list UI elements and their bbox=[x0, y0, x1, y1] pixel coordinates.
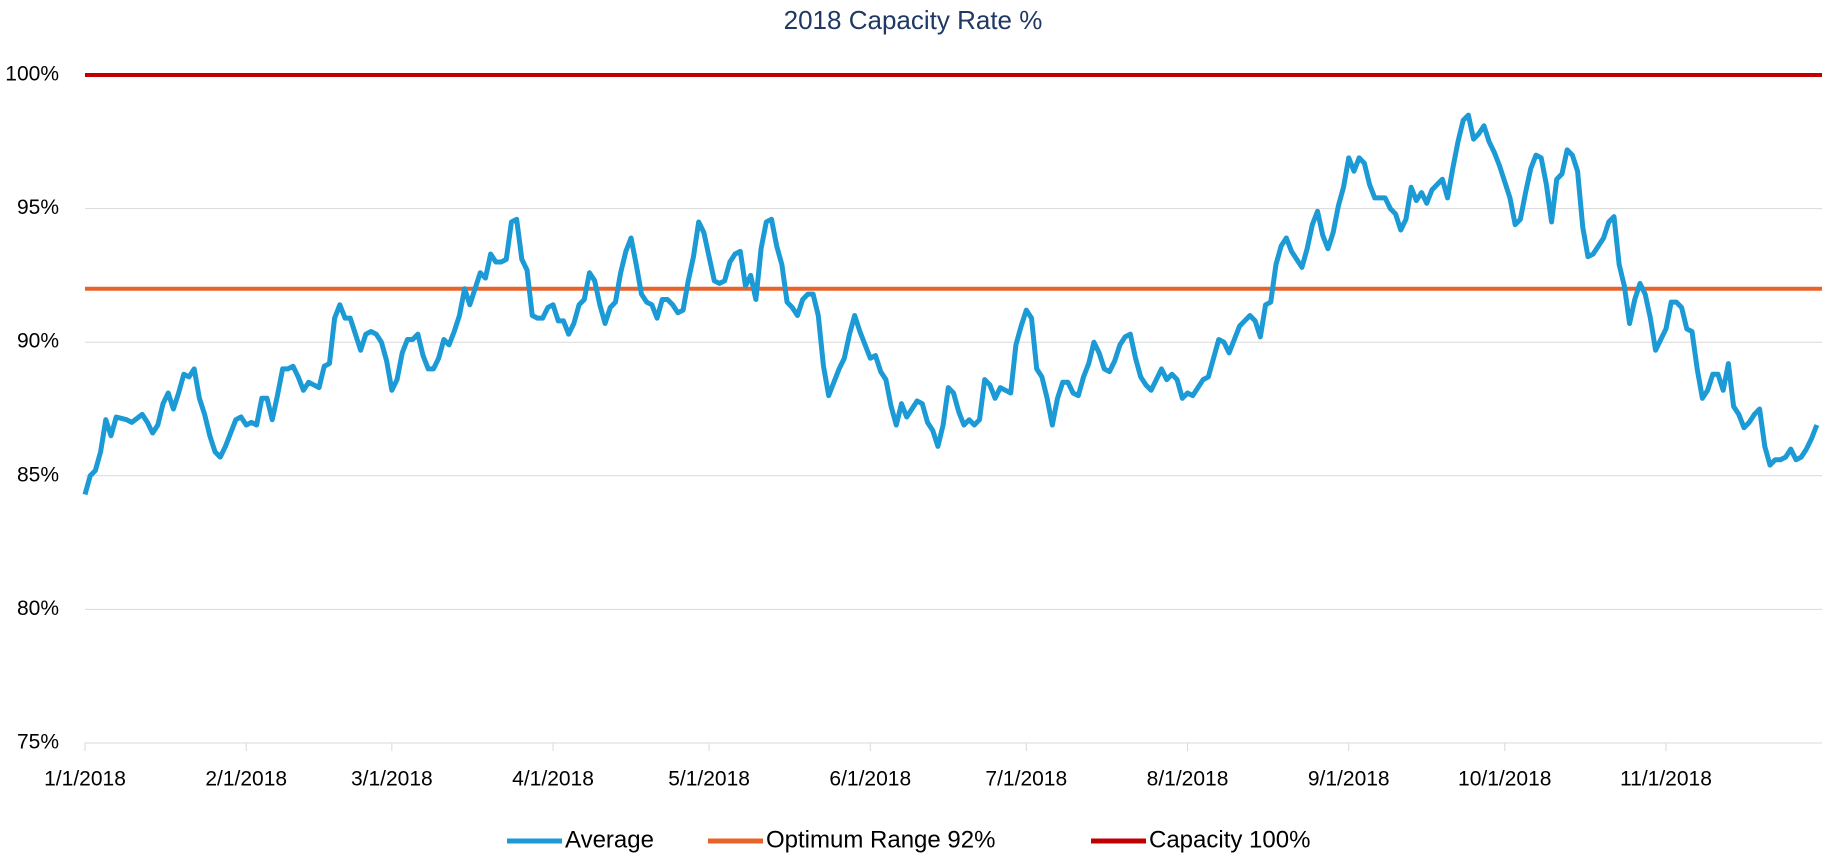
legend-label: Capacity 100% bbox=[1149, 826, 1310, 853]
y-tick-label: 90% bbox=[17, 330, 59, 353]
y-tick-label: 85% bbox=[17, 463, 59, 486]
x-tick-label: 8/1/2018 bbox=[1147, 768, 1229, 791]
x-tick-label: 9/1/2018 bbox=[1308, 768, 1390, 791]
x-tick-label: 6/1/2018 bbox=[829, 768, 911, 791]
y-tick-label: 80% bbox=[17, 597, 59, 620]
y-tick-label: 95% bbox=[17, 196, 59, 219]
x-tick-label: 2/1/2018 bbox=[205, 768, 287, 791]
legend-label: Average bbox=[565, 826, 654, 853]
x-tick-label: 10/1/2018 bbox=[1458, 768, 1551, 791]
y-tick-label: 100% bbox=[5, 63, 59, 86]
x-tick-label: 1/1/2018 bbox=[44, 768, 126, 791]
x-tick-label: 5/1/2018 bbox=[668, 768, 750, 791]
legend-label: Optimum Range 92% bbox=[766, 826, 995, 853]
series-line bbox=[82, 112, 1820, 496]
x-tick-label: 3/1/2018 bbox=[351, 768, 433, 791]
y-tick-label: 75% bbox=[17, 731, 59, 754]
chart-title: 2018 Capacity Rate % bbox=[784, 5, 1043, 35]
x-tick-label: 7/1/2018 bbox=[985, 768, 1067, 791]
x-tick-label: 4/1/2018 bbox=[512, 768, 594, 791]
x-tick-label: 11/1/2018 bbox=[1620, 768, 1712, 791]
